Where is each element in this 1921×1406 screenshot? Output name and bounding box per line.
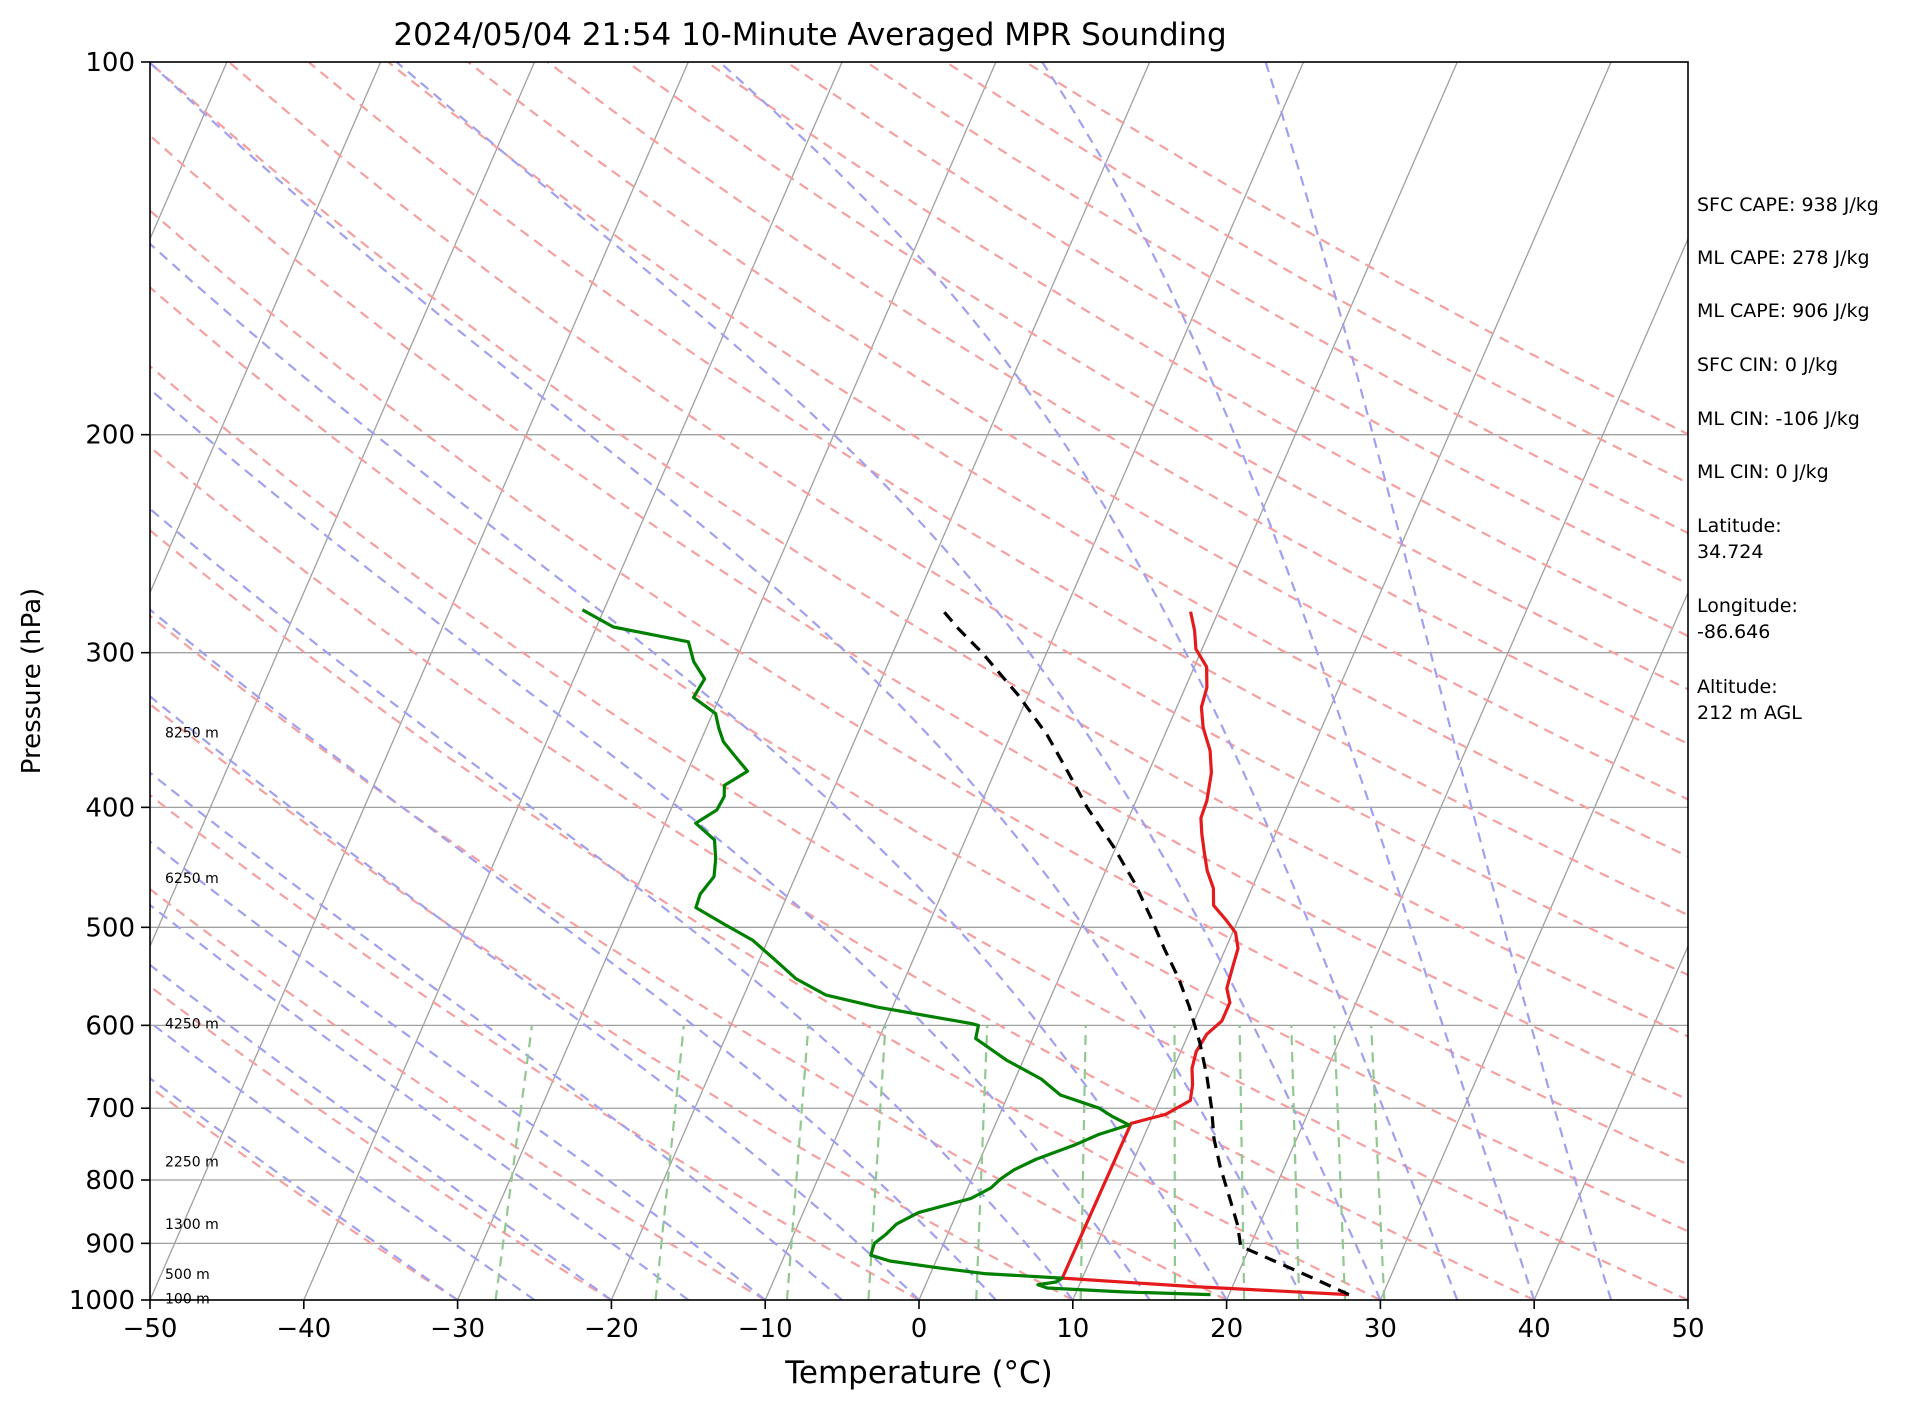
y-tick-label: 400 (85, 793, 135, 823)
moist-adiabat (718, 62, 1459, 1300)
mixing-ratio-line (1079, 1025, 1087, 1300)
x-tick-label: 0 (911, 1314, 928, 1344)
moist-adiabat (150, 387, 1151, 1300)
mixing-ratio-line (975, 1025, 989, 1300)
dry-adiabat (546, 62, 1688, 745)
isotherm (1072, 62, 1612, 1300)
profile-line-1 (581, 608, 1211, 1297)
plot-frame (149, 61, 1689, 1301)
y-tick-label: 100 (85, 48, 135, 78)
moist-adiabat (150, 771, 843, 1300)
sounding-info-item: Latitude: 34.724 (1697, 515, 1782, 563)
y-tick-label: 500 (85, 913, 135, 943)
height-label: 1300 m (165, 1217, 219, 1233)
moist-adiabat (150, 62, 1305, 1300)
y-tick-label: 900 (85, 1229, 135, 1259)
isotherm (1226, 237, 1688, 1300)
dry-adiabat (785, 62, 1688, 586)
isotherm (610, 62, 1151, 1300)
x-tick-label: 10 (1056, 1314, 1089, 1344)
mixing-ratio-line (867, 1025, 887, 1300)
isotherm (150, 62, 536, 948)
y-tick-label: 700 (85, 1094, 135, 1124)
height-label: 2250 m (165, 1155, 219, 1171)
height-label: 4250 m (165, 1017, 219, 1033)
x-tick-label: −20 (584, 1314, 639, 1344)
dry-adiabat (150, 364, 1688, 1300)
chart-title: 2024/05/04 21:54 10-Minute Averaged MPR … (393, 17, 1226, 53)
sounding-info-item: ML CAPE: 278 J/kg (1697, 247, 1870, 269)
moist-adiabat (150, 694, 920, 1300)
x-tick-label: −30 (430, 1314, 485, 1344)
x-tick-label: 30 (1364, 1314, 1397, 1344)
height-label: 100 m (165, 1291, 210, 1307)
sounding-info-item: ML CIN: 0 J/kg (1697, 461, 1829, 483)
mixing-ratio-line (654, 1025, 685, 1300)
height-label: 6250 m (165, 871, 219, 887)
mixing-ratio-line (1238, 1025, 1246, 1300)
moist-adiabat (150, 1076, 459, 1300)
sounding-info-item: Longitude: -86.646 (1697, 595, 1798, 643)
x-axis-label: Temperature (°C) (784, 1355, 1053, 1391)
height-label: 8250 m (165, 725, 219, 741)
isotherm (150, 62, 382, 595)
height-label: 500 m (165, 1267, 210, 1283)
moist-adiabat (1041, 62, 1536, 1300)
sounding-info-item: ML CAPE: 906 J/kg (1697, 300, 1870, 322)
isotherm (1533, 944, 1688, 1300)
moist-adiabat (150, 840, 766, 1300)
moist-adiabat (395, 62, 1382, 1300)
isotherm (918, 62, 1458, 1300)
moist-adiabat (150, 903, 689, 1300)
moist-adiabat (150, 963, 613, 1300)
y-axis-label: Pressure (hPa) (17, 588, 47, 775)
dry-adiabat (150, 614, 1228, 1300)
dry-adiabat (150, 1085, 459, 1300)
mixing-ratio-line (1333, 1025, 1347, 1300)
x-tick-label: −50 (123, 1314, 178, 1344)
dry-adiabat (150, 285, 1688, 1233)
mixing-ratio-line (1370, 1025, 1386, 1300)
moist-adiabat (150, 242, 1228, 1300)
dry-adiabat (228, 62, 1688, 977)
isotherm (764, 62, 1305, 1300)
isotherm (457, 62, 997, 1300)
dry-adiabat (150, 702, 1074, 1300)
y-tick-label: 300 (85, 639, 135, 669)
y-tick-label: 800 (85, 1166, 135, 1196)
y-tick-label: 1000 (69, 1286, 135, 1316)
dry-adiabat (307, 62, 1688, 917)
sounding-info-item: SFC CIN: 0 J/kg (1697, 354, 1839, 376)
isotherm (1379, 590, 1688, 1300)
y-tick-label: 600 (85, 1011, 135, 1041)
dry-adiabat (150, 62, 1688, 1038)
sounding-info-item: ML CIN: -106 J/kg (1697, 408, 1860, 430)
sounding-info-item: Altitude: 212 m AGL (1697, 676, 1802, 724)
dry-adiabat (150, 528, 1381, 1300)
isotherm (150, 62, 689, 1300)
x-tick-label: 50 (1671, 1314, 1704, 1344)
dry-adiabat (150, 793, 920, 1300)
sounding-info-item: SFC CAPE: 938 J/kg (1697, 194, 1879, 216)
dry-adiabat (150, 209, 1688, 1166)
moist-adiabat (150, 507, 1074, 1300)
mixing-ratio-line (785, 1025, 810, 1300)
isotherm (303, 62, 843, 1300)
x-tick-label: −40 (276, 1314, 331, 1344)
mixing-ratio-line (494, 1025, 534, 1300)
x-tick-label: −10 (738, 1314, 793, 1344)
moist-adiabat (150, 608, 997, 1300)
dry-adiabat (150, 134, 1688, 1101)
x-tick-label: 40 (1518, 1314, 1551, 1344)
x-tick-label: 20 (1210, 1314, 1243, 1344)
profile-line-0 (1060, 611, 1349, 1297)
dry-adiabat (467, 62, 1688, 801)
y-tick-label: 200 (85, 421, 135, 451)
mixing-ratio-line (1290, 1025, 1301, 1300)
moist-adiabat (1264, 62, 1613, 1300)
